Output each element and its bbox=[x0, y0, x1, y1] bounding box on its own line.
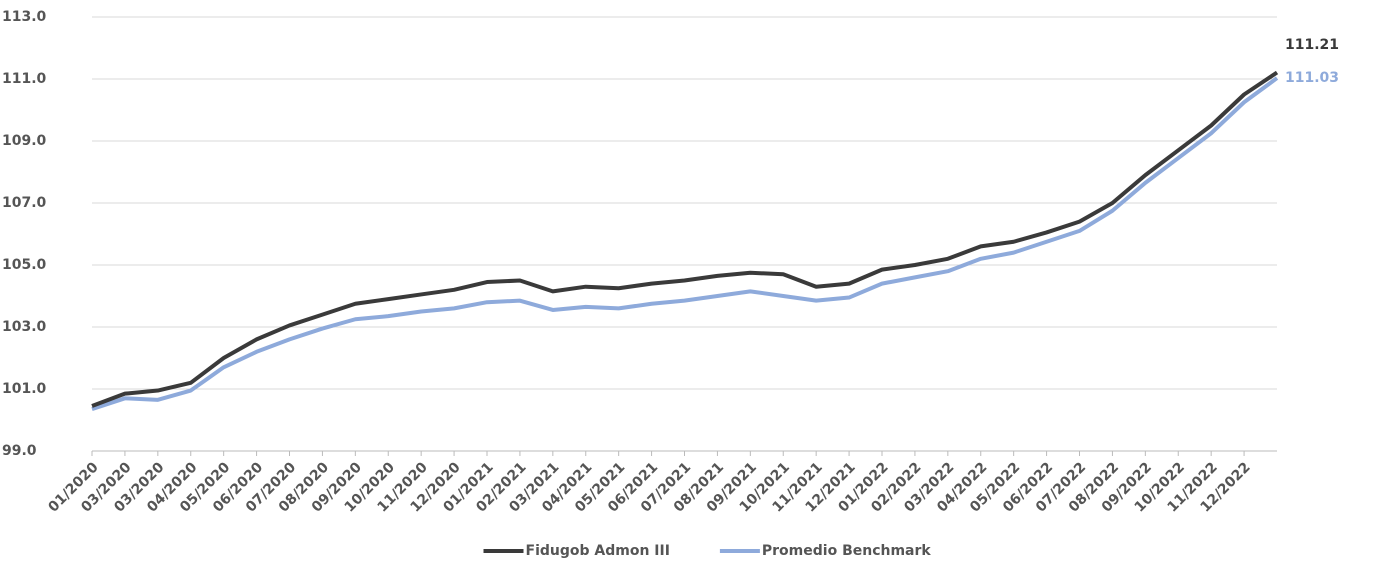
series-line bbox=[91, 76, 1279, 412]
y-tick-label: 113.0 bbox=[2, 9, 47, 25]
series-line bbox=[91, 70, 1279, 408]
y-tick-label: 105.0 bbox=[2, 257, 47, 273]
y-tick-label: 107.0 bbox=[2, 195, 47, 211]
y-tick-label: 101.0 bbox=[2, 381, 47, 397]
legend-label: Fidugob Admon III bbox=[526, 543, 670, 559]
end-value-label: 111.21 bbox=[1285, 37, 1339, 53]
legend-label: Promedio Benchmark bbox=[762, 543, 932, 559]
y-tick-label: 111.0 bbox=[2, 71, 47, 87]
end-value-label: 111.03 bbox=[1285, 70, 1339, 86]
y-tick-label: 103.0 bbox=[2, 319, 47, 335]
y-tick-label: 99.0 bbox=[2, 443, 37, 459]
y-tick-label: 109.0 bbox=[2, 133, 47, 149]
